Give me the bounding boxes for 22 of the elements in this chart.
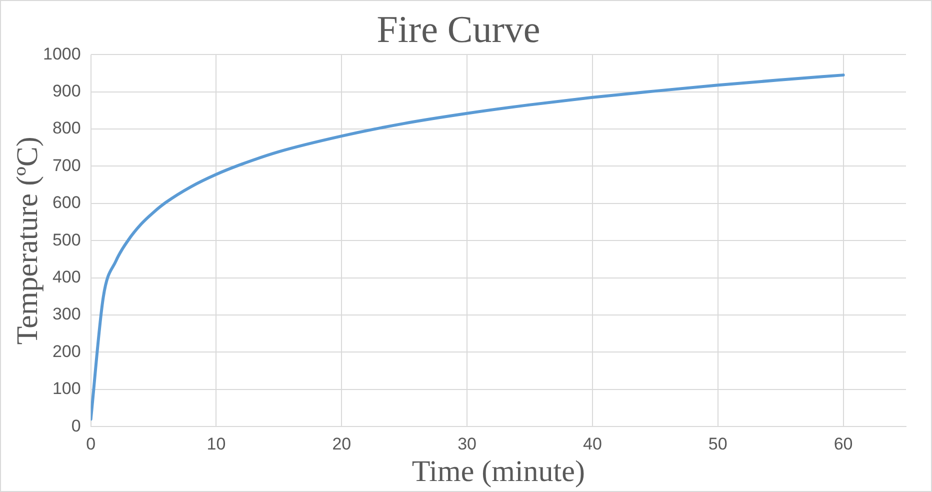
x-tick-label: 10 [206, 434, 226, 454]
x-tick-label: 40 [583, 434, 602, 454]
x-tick-label: 0 [86, 434, 96, 454]
y-tick-label: 700 [52, 156, 81, 175]
chart-title: Fire Curve [376, 8, 540, 51]
y-tick-label: 0 [71, 416, 81, 436]
x-tick-label: 30 [458, 434, 477, 454]
x-tick-label: 60 [834, 434, 853, 454]
y-tick-label: 600 [52, 193, 81, 212]
x-tick-label: 20 [332, 434, 352, 454]
y-tick-label: 300 [52, 304, 81, 324]
line-series [90, 74, 845, 421]
y-tick-label: 900 [52, 81, 81, 100]
x-axis-title: Time (minute) [412, 454, 585, 488]
y-tick-label: 500 [52, 230, 81, 250]
y-tick-label: 1000 [42, 44, 81, 64]
y-tick-label: 400 [52, 267, 81, 286]
y-tick-label: 100 [52, 379, 81, 398]
x-tick-label: 50 [708, 434, 728, 454]
y-tick-label: 800 [52, 118, 81, 138]
y-tick-label: 200 [52, 342, 81, 361]
y-axis-title: Temperature (ºC) [10, 136, 44, 345]
